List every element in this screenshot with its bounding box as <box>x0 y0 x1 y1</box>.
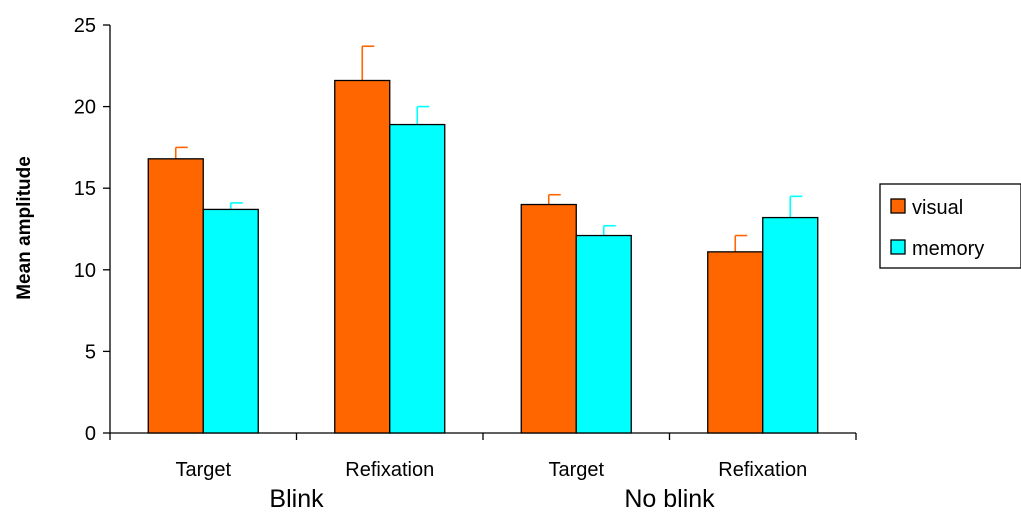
bar-memory <box>389 123 446 434</box>
x-tick-label: Target <box>175 459 231 481</box>
y-tick-label: 0 <box>85 423 96 445</box>
y-tick-label: 10 <box>74 260 96 282</box>
group-label: No blink <box>624 485 715 513</box>
bar-visual <box>334 79 391 434</box>
y-axis-label: Mean amplitude <box>14 156 35 300</box>
y-tick-label: 20 <box>74 97 96 119</box>
plot-area: 0 5 10 15 20 25 Target Refixation Target Refixati… <box>74 15 857 513</box>
bar-visual <box>520 203 577 434</box>
bar-visual <box>147 158 204 434</box>
y-tick-label: 15 <box>74 178 96 200</box>
legend-swatch-memory <box>890 239 906 255</box>
legend-swatch-visual <box>890 198 906 214</box>
bar-visual <box>707 251 764 434</box>
legend: visual memory <box>879 183 1021 269</box>
bar-memory <box>762 216 819 434</box>
bar-memory <box>202 208 259 434</box>
x-tick-label: Refixation <box>345 459 434 481</box>
group-label: Blink <box>269 485 324 513</box>
legend-label-visual: visual <box>912 197 963 219</box>
x-tick-label: Refixation <box>718 459 807 481</box>
y-tick-label: 25 <box>74 15 96 37</box>
bar-memory <box>575 234 632 434</box>
y-tick-label: 5 <box>85 341 96 363</box>
x-tick-label: Target <box>548 459 604 481</box>
legend-label-memory: memory <box>912 238 984 260</box>
